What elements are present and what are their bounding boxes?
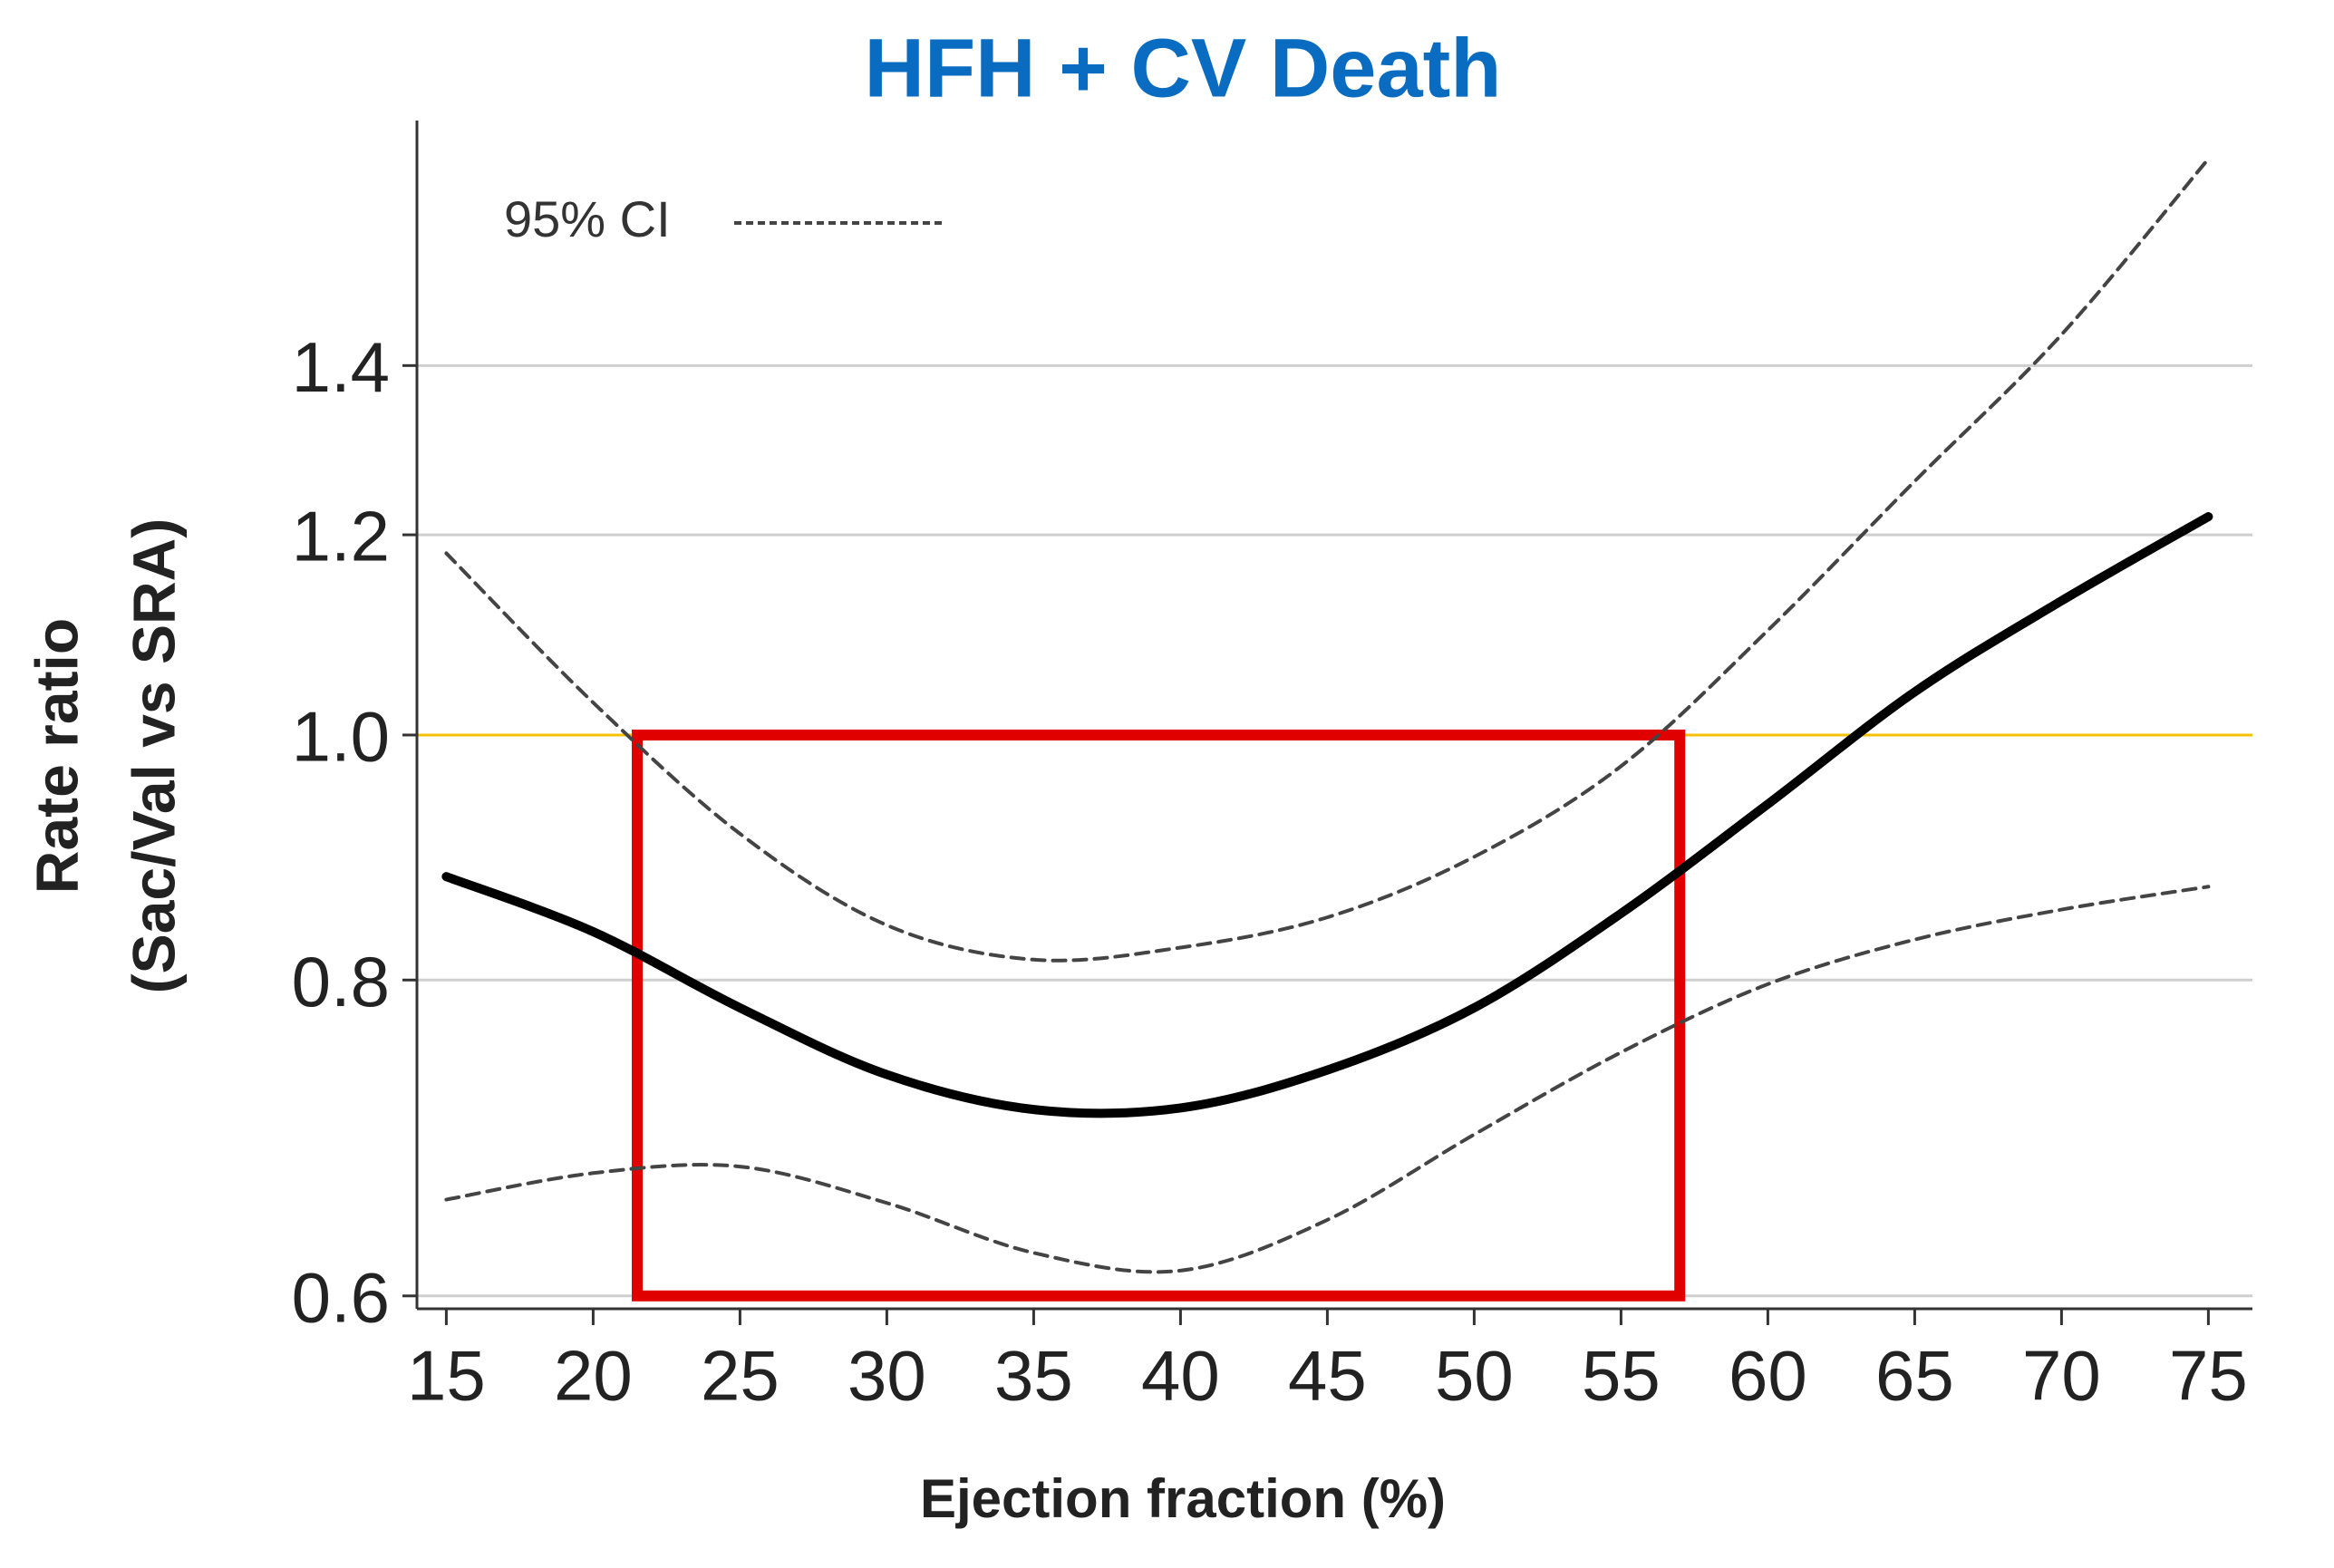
x-tick-label: 20 [554, 1336, 633, 1416]
y-tick-label: 1.4 [292, 327, 390, 407]
highlight-box [632, 729, 1686, 1302]
y-axis-label-line: Rate ratio [23, 618, 90, 894]
line [441, 512, 2213, 1118]
x-tick-label: 45 [1288, 1336, 1367, 1416]
x-tick-label: 75 [2169, 1336, 2248, 1416]
y-tick-label: 0.6 [292, 1257, 390, 1337]
x-tick-label: 65 [1875, 1336, 1954, 1416]
x-tick-label: 15 [407, 1336, 486, 1416]
x-tick-label: 25 [701, 1336, 780, 1416]
x-tick-label: 40 [1141, 1336, 1220, 1416]
ci-upper [444, 157, 2211, 963]
legend-label: 95% CI [504, 190, 671, 247]
y-tick-label: 0.8 [292, 942, 390, 1021]
x-axis-label: Ejection fraction (%) [920, 1468, 1446, 1529]
x-tick-label: 35 [994, 1336, 1073, 1416]
y-tick-label: 1.0 [292, 697, 390, 777]
x-tick-label: 50 [1435, 1336, 1514, 1416]
chart-title: HFH + CV Death [865, 22, 1502, 114]
y-tick-label: 1.2 [292, 497, 390, 576]
x-tick-label: 30 [847, 1336, 926, 1416]
x-tick-label: 55 [1582, 1336, 1661, 1416]
x-tick-label: 60 [1729, 1336, 1807, 1416]
y-axis-label: Rate ratio (Sac/Val vs SRA) [23, 518, 187, 994]
ci-lower [444, 885, 2211, 1274]
y-axis-label-line: (Sac/Val vs SRA) [120, 518, 187, 994]
x-tick-label: 70 [2022, 1336, 2101, 1416]
